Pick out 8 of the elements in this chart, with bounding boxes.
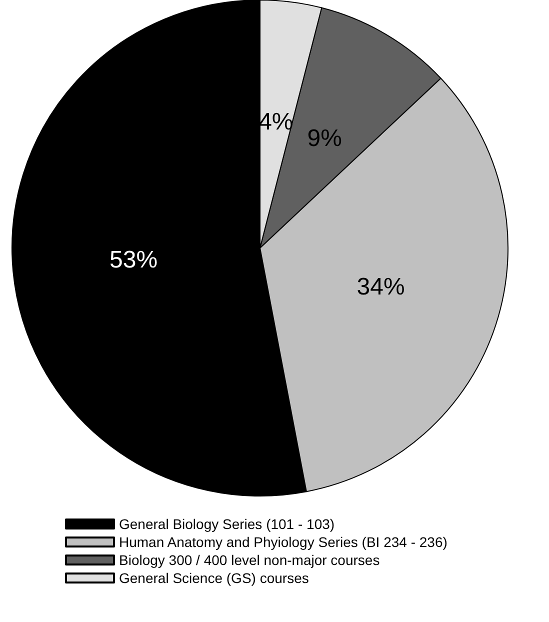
data-label: 4% — [258, 108, 294, 136]
data-label: 34% — [356, 274, 405, 301]
legend-label: Biology 300 / 400 level non-major courses — [119, 552, 380, 568]
data-label: 53% — [110, 246, 158, 274]
legend-label: General Science (GS) courses — [119, 570, 309, 586]
data-label: 9% — [307, 125, 342, 152]
legend-label: General Biology Series (101 - 103) — [119, 516, 335, 532]
legend-label: Human Anatomy and Phyiology Series (BI 234 - 236) — [119, 534, 448, 550]
